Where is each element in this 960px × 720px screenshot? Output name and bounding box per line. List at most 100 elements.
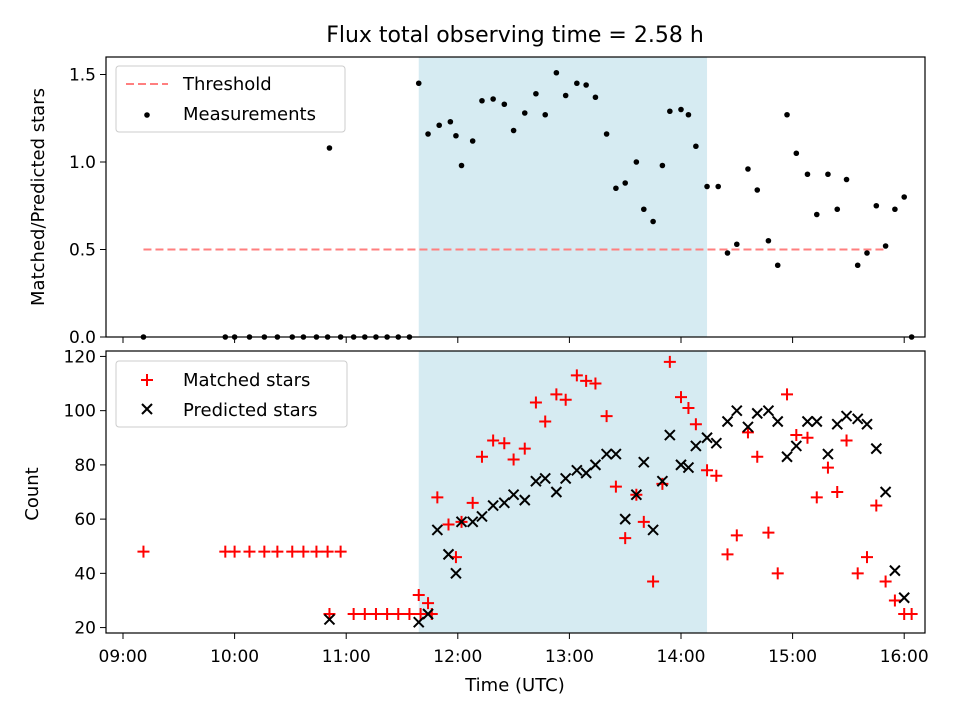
top-ytick-label: 0.0: [69, 328, 96, 348]
predicted-star-point: [664, 429, 676, 441]
legend-measurements-swatch: [144, 112, 150, 118]
predicted-star-point: [507, 489, 520, 501]
measurement-point: [693, 143, 699, 150]
measurement-point: [490, 96, 496, 102]
top-panel: 0.0 0.5 1.0 1.5 Matched/Predicted stars Thr…: [28, 56, 926, 348]
predicted-star-point: [539, 472, 551, 485]
matched-star-point: [810, 491, 823, 504]
measurement-point: [583, 82, 589, 88]
bottom-panel: 20 40 60 80 100 120 09:00 10:00 11:00 12:00 13:00…: [22, 347, 929, 696]
measurement-point: [715, 183, 721, 190]
predicted-star-point: [559, 472, 572, 485]
measurement-point: [479, 97, 485, 104]
bottom-ytick-label: 20: [74, 619, 96, 639]
predicted-star-point: [742, 421, 754, 433]
matched-star-point: [422, 597, 435, 610]
matched-star-point: [414, 608, 427, 621]
matched-star-point: [466, 496, 479, 509]
predicted-star-point: [589, 459, 602, 471]
measurement-point: [704, 183, 710, 190]
matched-star-point: [701, 464, 714, 477]
chart-title: Flux total observing time = 2.58 h: [326, 23, 704, 48]
measurement-point: [469, 138, 476, 144]
measurement-point: [510, 127, 517, 134]
measurement-point: [533, 90, 539, 97]
predicted-star-point: [762, 404, 775, 417]
legend-matched-label: Matched stars: [183, 370, 310, 391]
matched-star-point: [861, 551, 873, 564]
bottom-xtick-label: 15:00: [768, 647, 817, 667]
matched-star-point: [831, 486, 844, 498]
top-ytick-label: 0.5: [69, 241, 96, 261]
predicted-star-point: [571, 464, 583, 477]
matched-star-point: [689, 418, 702, 431]
matched-star-point: [550, 388, 563, 401]
measurement-point: [678, 106, 684, 113]
predicted-star-point: [721, 415, 734, 428]
predicted-star-point: [772, 415, 784, 428]
predicted-star-point: [530, 475, 542, 487]
matched-star-point: [741, 426, 754, 439]
predicted-star-point: [580, 467, 592, 479]
matched-star-point: [529, 396, 542, 409]
measurement-point: [873, 202, 880, 209]
matched-star-point: [431, 491, 444, 504]
predicted-star-point: [831, 418, 843, 430]
predicted-star-point: [811, 415, 823, 428]
matched-star-point: [323, 608, 336, 621]
bottom-ytick-label: 80: [74, 456, 96, 476]
predicted-star-point: [455, 516, 468, 528]
top-ytick-label: 1.5: [69, 66, 96, 86]
measurement-point: [622, 180, 628, 186]
predicted-star-point: [498, 497, 511, 509]
predicted-star-point: [781, 451, 793, 463]
predicted-star-point: [790, 440, 803, 452]
matched-star-point: [721, 548, 734, 561]
measurement-point: [562, 92, 569, 99]
measurement-point: [745, 166, 751, 172]
matched-star-point: [243, 545, 256, 558]
measurement-point: [774, 262, 781, 269]
bottom-xtick-label: 13:00: [545, 647, 594, 667]
matched-star-point: [137, 545, 150, 558]
predicted-star-point: [879, 486, 892, 498]
matched-star-point: [710, 469, 723, 482]
matched-star-point: [790, 429, 803, 442]
matched-star-point: [663, 355, 676, 368]
predicted-star-point: [675, 459, 687, 471]
predicted-star-point: [630, 489, 643, 501]
bottom-xtick-label: 10:00: [210, 647, 259, 667]
measurement-point: [793, 150, 800, 157]
predicted-star-point: [647, 524, 659, 536]
measurement-point: [784, 111, 790, 118]
predicted-star-point: [656, 475, 669, 487]
bottom-ylabel: Count: [22, 467, 43, 520]
measurement-point: [574, 80, 580, 87]
bottom-ytick-label: 60: [74, 510, 96, 530]
predicted-star-point: [519, 494, 531, 506]
predicted-star-point: [701, 432, 713, 444]
measurement-point: [453, 132, 459, 139]
bottom-xtick-label: 11:00: [322, 647, 371, 667]
measurement-point: [641, 206, 647, 213]
bottom-xtick-label: 16:00: [880, 647, 929, 667]
bottom-plot-frame: [105, 350, 926, 634]
matched-star-point: [751, 450, 764, 463]
top-plot-frame: [105, 56, 926, 338]
top-ytick-label: 1.0: [69, 153, 96, 173]
measurement-point: [436, 122, 443, 129]
matched-star-point: [369, 608, 382, 621]
matched-star-point: [647, 575, 660, 588]
measurement-point: [765, 237, 772, 244]
predicted-star-point: [422, 608, 434, 620]
matched-star-point: [310, 545, 323, 558]
matched-star-point: [297, 545, 310, 558]
legend-threshold-label: Threshold: [182, 74, 272, 95]
predicted-star-point: [870, 442, 883, 455]
measurement-point: [592, 94, 599, 101]
matched-star-point: [589, 377, 602, 390]
matched-star-point: [475, 450, 488, 463]
matched-star-point: [762, 526, 775, 539]
matched-star-point: [870, 499, 883, 512]
matched-star-point: [321, 545, 334, 558]
